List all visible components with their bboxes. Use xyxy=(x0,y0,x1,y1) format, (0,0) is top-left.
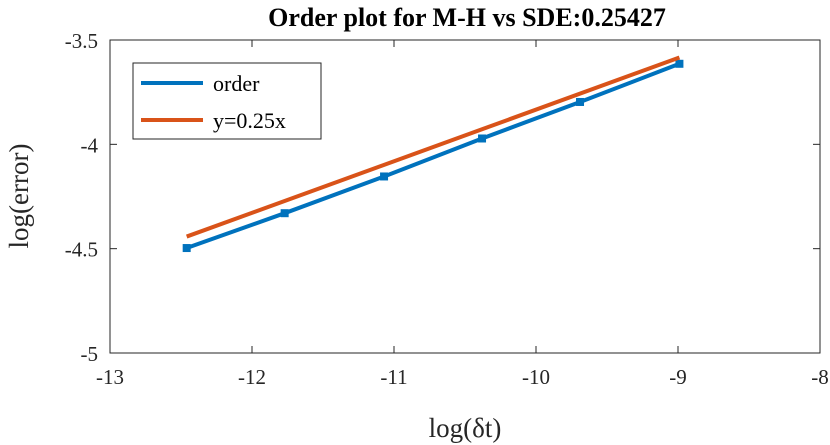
legend-label-reference: y=0.25x xyxy=(213,108,286,133)
x-tick-label: -9 xyxy=(669,365,687,389)
x-axis-ticks: -13 -12 -11 -10 -9 -8 xyxy=(96,40,829,389)
data-point xyxy=(675,59,684,68)
y-axis-ticks: -5 -4.5 -4 -3.5 xyxy=(65,29,820,366)
y-tick-label: -4 xyxy=(81,133,99,157)
data-point xyxy=(478,134,487,143)
legend-label-order: order xyxy=(213,71,260,96)
chart-title: Order plot for M-H vs SDE:0.25427 xyxy=(268,3,666,32)
data-point xyxy=(280,209,289,218)
data-point xyxy=(576,97,585,106)
legend: order y=0.25x xyxy=(132,62,322,140)
series-group xyxy=(182,55,684,253)
x-tick-label: -13 xyxy=(96,365,124,389)
y-tick-label: -4.5 xyxy=(65,238,98,262)
y-axis-label: log(error) xyxy=(4,144,34,249)
y-tick-label: -3.5 xyxy=(65,29,98,53)
data-point xyxy=(182,244,191,253)
y-tick-label: -5 xyxy=(81,342,99,366)
series-line-1 xyxy=(185,55,681,239)
x-tick-label: -8 xyxy=(811,365,829,389)
x-tick-label: -10 xyxy=(522,365,550,389)
data-point xyxy=(380,172,389,181)
legend-box xyxy=(132,62,322,140)
x-tick-label: -12 xyxy=(238,365,266,389)
x-axis-label: log(δt) xyxy=(429,413,502,443)
x-tick-label: -11 xyxy=(380,365,407,389)
series-line-0 xyxy=(186,61,681,250)
